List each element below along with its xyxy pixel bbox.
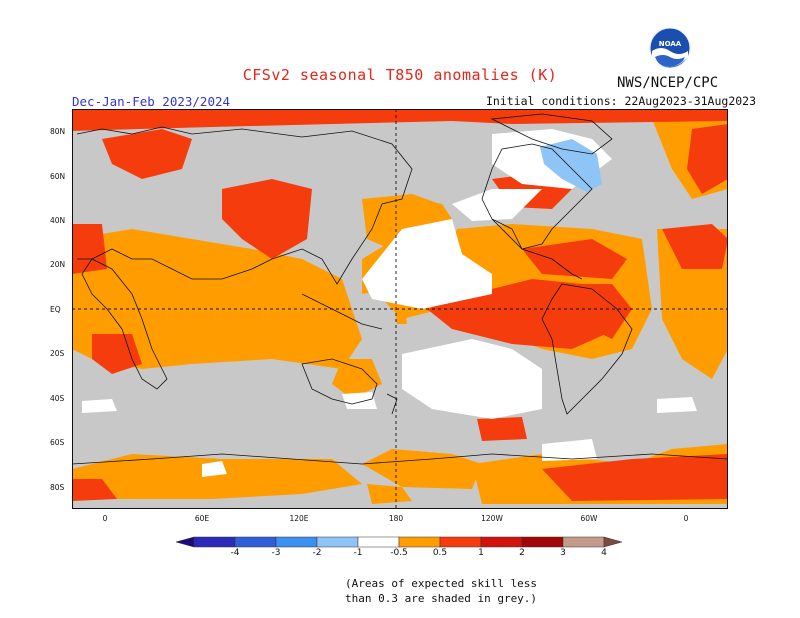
lat-label-80s: 80S — [50, 483, 65, 492]
colorbar-swatch — [562, 536, 605, 548]
agency-label: NWS/NCEP/CPC — [617, 75, 719, 91]
lon-label-60e: 60E — [194, 514, 210, 523]
lon-label-120e: 120E — [289, 514, 309, 523]
lat-label-20s: 20S — [50, 349, 65, 358]
anomaly-map — [72, 109, 728, 509]
colorbar-label: -4 — [230, 548, 240, 558]
colorbar-label: 4 — [601, 548, 607, 558]
chart-title: CFSv2 seasonal T850 anomalies (K) — [242, 66, 558, 84]
colorbar-swatch — [234, 536, 277, 548]
lat-label-eq: EQ — [50, 305, 61, 314]
lon-label-0-east: 0 — [683, 514, 689, 523]
colorbar-swatch-low — [176, 536, 195, 548]
lon-label-60w: 60W — [580, 514, 598, 523]
colorbar — [176, 536, 623, 548]
colorbar-label: -3 — [271, 548, 281, 558]
colorbar-label: 2 — [519, 548, 525, 558]
colorbar-label: -0.5 — [390, 548, 408, 558]
colorbar-label: 1 — [478, 548, 484, 558]
noaa-logo-icon: NOAA — [649, 27, 691, 69]
colorbar-swatch — [275, 536, 318, 548]
lat-label-40s: 40S — [50, 394, 65, 403]
lon-label-180: 180 — [388, 514, 404, 523]
lon-label-120w: 120W — [481, 514, 503, 523]
coastlines — [72, 113, 728, 465]
skill-note-line-2: than 0.3 are shaded in grey.) — [345, 592, 538, 605]
lon-label-0-west: 0 — [102, 514, 108, 523]
lat-label-40n: 40N — [50, 216, 66, 225]
colorbar-label: 0.5 — [432, 548, 448, 558]
lat-label-80n: 80N — [50, 127, 66, 136]
colorbar-swatch-high — [603, 536, 623, 548]
lat-label-60s: 60S — [50, 438, 65, 447]
season-label: Dec-Jan-Feb 2023/2024 — [72, 94, 231, 109]
colorbar-label: -2 — [312, 548, 322, 558]
lat-label-20n: 20N — [50, 260, 66, 269]
lat-label-60n: 60N — [50, 172, 66, 181]
svg-text:NOAA: NOAA — [659, 40, 682, 48]
colorbar-swatch — [480, 536, 523, 548]
colorbar-swatch — [193, 536, 236, 548]
reference-lines — [72, 109, 728, 509]
colorbar-swatch — [398, 536, 441, 548]
colorbar-swatch — [316, 536, 359, 548]
colorbar-label: -1 — [353, 548, 363, 558]
colorbar-swatch — [521, 536, 564, 548]
colorbar-swatch — [439, 536, 482, 548]
skill-note-line-1: (Areas of expected skill less — [345, 577, 538, 590]
initial-conditions-label: Initial conditions: 22Aug2023-31Aug2023 — [486, 94, 757, 108]
colorbar-swatch — [357, 536, 400, 548]
colorbar-label: 3 — [560, 548, 566, 558]
skill-note: (Areas of expected skill less than 0.3 a… — [345, 576, 537, 606]
